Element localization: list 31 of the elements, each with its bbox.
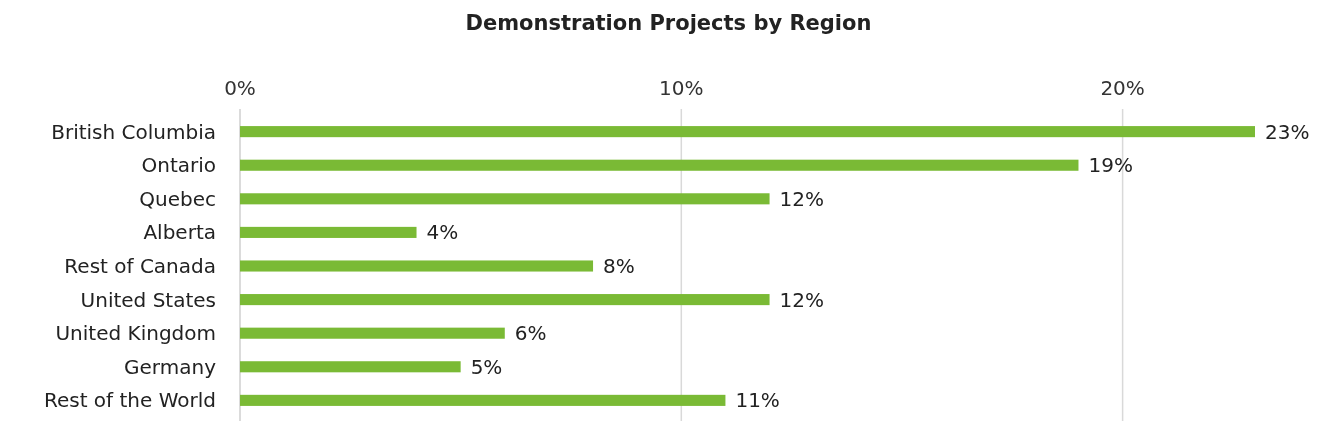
y-tick-label: Rest of Canada [64,254,216,278]
y-tick-label: United Kingdom [55,321,216,346]
bar [240,260,594,272]
data-label: 12% [779,186,825,211]
x-tick-label: 20% [1100,76,1145,100]
bar [240,193,770,205]
chart-title: Demonstration Projects by Region [465,11,872,35]
y-tick-label: Ontario [141,153,216,178]
y-tick-label: British Columbia [51,119,216,144]
data-label: 4% [426,220,459,245]
bar [240,394,726,406]
y-tick-label: Quebec [139,186,216,211]
data-label: 19% [1088,153,1133,178]
data-label: 8% [603,254,635,278]
y-tick-label: Germany [124,354,217,379]
bar [240,226,417,238]
y-tick-label: Alberta [143,220,216,245]
y-tick-label: United States [80,287,216,312]
data-label: 12% [779,287,825,312]
bar [240,327,505,339]
bar [240,126,1255,138]
data-label: 11% [735,388,780,413]
x-tick-label: 10% [659,76,704,100]
bar [240,294,770,306]
data-label: 5% [470,354,503,379]
y-tick-label: Rest of the World [43,388,216,413]
data-label: 23% [1265,119,1310,144]
x-tick-label: 0% [224,76,256,100]
bar [240,159,1079,171]
bar [240,361,461,373]
data-label: 6% [514,321,547,346]
